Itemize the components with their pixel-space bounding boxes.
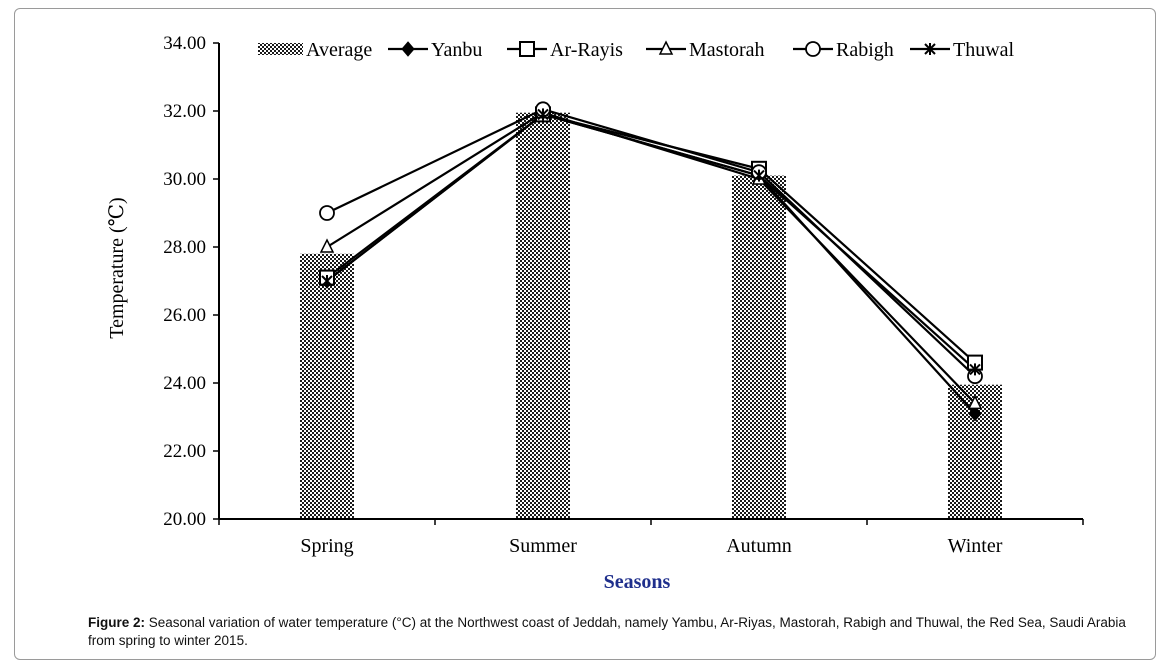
legend-item-thuwal: Thuwal xyxy=(910,39,1015,61)
legend-marker-yanbu xyxy=(401,41,415,57)
legend-label-yanbu: Yanbu xyxy=(431,39,482,61)
legend-label-thuwal: Thuwal xyxy=(953,39,1015,61)
point-yanbu-winter xyxy=(968,405,982,422)
legend-marker-ar-rayis xyxy=(519,41,535,57)
y-tick-label: 26.00 xyxy=(163,305,206,326)
legend-label-average: Average xyxy=(306,39,372,61)
point-mastorah-winter xyxy=(967,394,983,410)
legend-label-ar-rayis: Ar-Rayis xyxy=(550,39,623,61)
bar-average-spring xyxy=(300,253,354,520)
figure-frame xyxy=(14,8,1156,660)
legend-marker-mastorah xyxy=(658,40,674,55)
legend-marker-rabigh xyxy=(805,41,821,57)
x-tick-label-spring: Spring xyxy=(300,535,353,557)
x-tick-label-summer: Summer xyxy=(509,535,577,557)
series-line-ar-rayis xyxy=(326,113,976,364)
caption-label: Figure 2: xyxy=(88,615,146,630)
y-tick-label: 22.00 xyxy=(163,441,206,462)
y-tick-label: 34.00 xyxy=(163,33,206,54)
legend-marker-thuwal xyxy=(924,43,936,55)
x-axis-label: Seasons xyxy=(604,571,671,593)
y-tick-label: 30.00 xyxy=(163,169,206,190)
caption-text: Seasonal variation of water temperature … xyxy=(88,615,1126,648)
series-line-mastorah xyxy=(326,111,976,405)
legend-label-mastorah: Mastorah xyxy=(689,39,765,61)
bar-average-autumn xyxy=(732,175,786,519)
legend-item-mastorah: Mastorah xyxy=(646,39,765,61)
series-line-thuwal xyxy=(326,113,976,371)
point-thuwal-spring xyxy=(321,275,333,287)
x-tick-label-winter: Winter xyxy=(948,535,1003,557)
y-tick-label: 24.00 xyxy=(163,373,206,394)
legend-item-ar-rayis: Ar-Rayis xyxy=(507,39,623,61)
y-tick-label: 20.00 xyxy=(163,509,206,530)
point-mastorah-spring xyxy=(319,238,335,253)
y-tick-label: 32.00 xyxy=(163,101,206,122)
legend-item-average: Average xyxy=(258,39,372,61)
x-tick-label-autumn: Autumn xyxy=(726,535,792,557)
y-tick-label: 28.00 xyxy=(163,237,206,258)
legend-item-yanbu: Yanbu xyxy=(388,39,482,61)
series-line-yanbu xyxy=(326,113,976,415)
point-rabigh-spring xyxy=(319,205,335,221)
point-thuwal-summer xyxy=(537,108,549,121)
y-axis-label: Temperature (℃) xyxy=(106,197,128,338)
legend-label-rabigh: Rabigh xyxy=(836,39,894,61)
bar-average-summer xyxy=(516,112,570,519)
legend-item-rabigh: Rabigh xyxy=(793,39,894,61)
point-thuwal-winter xyxy=(969,363,981,376)
legend-swatch-average xyxy=(258,43,303,55)
series-line-rabigh xyxy=(326,108,976,377)
point-thuwal-autumn xyxy=(753,169,765,182)
figure-caption: Figure 2: Seasonal variation of water te… xyxy=(88,614,1128,650)
